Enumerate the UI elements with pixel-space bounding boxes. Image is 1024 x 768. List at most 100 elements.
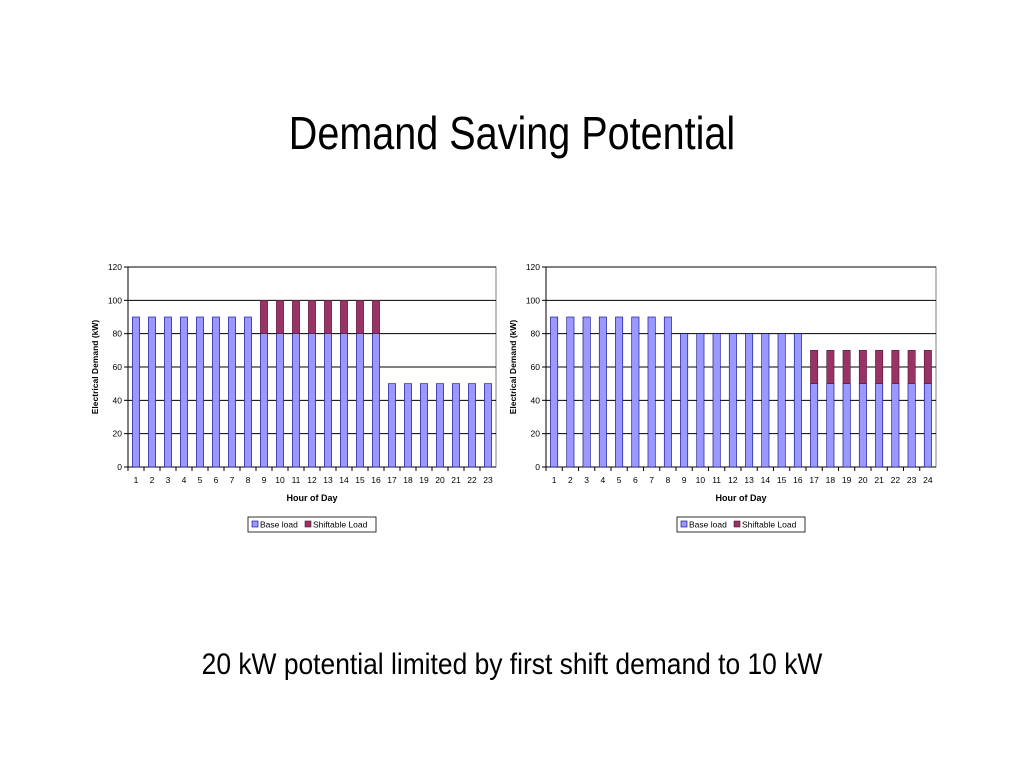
left-legend-swatch-shiftable <box>304 520 312 528</box>
left-xtick-label-6: 6 <box>214 475 219 485</box>
right-xtick-label-1: 1 <box>552 475 557 485</box>
right-xtick-label-5: 5 <box>617 475 622 485</box>
right-bar-shiftable-17 <box>810 350 819 384</box>
right-xtick-label-4: 4 <box>601 475 606 485</box>
right-legend-swatch-shiftable <box>733 520 741 528</box>
right-ytick-label-20: 20 <box>531 429 541 439</box>
right-bar-base-15 <box>777 333 786 468</box>
right-legend-label-shiftable: Shiftable Load <box>742 520 797 530</box>
left-bar-base-3 <box>164 316 172 468</box>
left-xtick-label-11: 11 <box>292 475 301 485</box>
right-bar-base-9 <box>680 333 689 468</box>
right-xtick-label-18: 18 <box>826 475 836 485</box>
left-bar-base-19 <box>420 383 428 468</box>
left-ytick-label-80: 80 <box>113 329 123 339</box>
right-bar-base-3 <box>582 316 591 468</box>
left-xtick-label-13: 13 <box>323 475 333 485</box>
left-bar-base-22 <box>468 383 476 468</box>
left-ytick-label-60: 60 <box>113 362 123 372</box>
slide-title: Demand Saving Potential <box>288 107 736 159</box>
left-xtick-label-1: 1 <box>134 475 139 485</box>
right-bar-base-6 <box>631 316 640 468</box>
right-bar-shiftable-23 <box>907 350 916 384</box>
right-bar-base-21 <box>875 383 884 468</box>
right-bar-base-11 <box>712 333 721 468</box>
left-xtick-label-15: 15 <box>355 475 365 485</box>
left-bar-base-12 <box>308 333 316 468</box>
right-ytick-label-100: 100 <box>526 295 540 305</box>
right-bar-base-22 <box>891 383 900 468</box>
right-x-axis-label: Hour of Day <box>715 493 766 503</box>
left-bar-base-18 <box>404 383 412 468</box>
right-xtick-label-7: 7 <box>649 475 654 485</box>
right-ytick-label-60: 60 <box>531 362 541 372</box>
right-xtick-label-8: 8 <box>666 475 671 485</box>
right-bar-base-14 <box>761 333 770 468</box>
right-xtick-label-2: 2 <box>568 475 573 485</box>
right-xtick-label-19: 19 <box>842 475 852 485</box>
right-xtick-label-17: 17 <box>809 475 819 485</box>
left-xtick-label-23: 23 <box>483 475 493 485</box>
left-bar-base-1 <box>132 316 140 468</box>
right-bar-base-1 <box>550 316 559 468</box>
left-bar-base-23 <box>484 383 492 468</box>
left-xtick-label-21: 21 <box>451 475 461 485</box>
right-xtick-label-15: 15 <box>777 475 787 485</box>
left-xtick-label-8: 8 <box>246 475 251 485</box>
right-bar-base-19 <box>842 383 851 468</box>
left-legend: Base load Shiftable Load <box>247 516 377 533</box>
left-ytick-label-40: 40 <box>113 395 123 405</box>
left-ytick-label-20: 20 <box>113 429 123 439</box>
left-xtick-label-9: 9 <box>262 475 267 485</box>
slide-caption: 20 kW potential limited by first shift d… <box>201 648 823 681</box>
left-legend-label-shiftable: Shiftable Load <box>313 520 368 530</box>
right-legend-swatch-base <box>680 520 688 528</box>
left-xtick-label-4: 4 <box>182 475 187 485</box>
right-bar-shiftable-24 <box>923 350 932 384</box>
left-bar-shiftable-11 <box>292 300 300 334</box>
right-xtick-label-14: 14 <box>761 475 771 485</box>
left-bar-base-21 <box>452 383 460 468</box>
right-ytick-label-40: 40 <box>531 395 541 405</box>
left-bar-base-17 <box>388 383 396 468</box>
left-bar-base-10 <box>276 333 284 468</box>
left-bar-base-9 <box>260 333 268 468</box>
right-bar-base-4 <box>598 316 607 468</box>
left-bar-shiftable-16 <box>372 300 380 334</box>
right-xtick-label-16: 16 <box>793 475 803 485</box>
right-bar-shiftable-22 <box>891 350 900 384</box>
right-xtick-label-24: 24 <box>923 475 933 485</box>
right-bar-base-24 <box>923 383 932 468</box>
left-bar-base-11 <box>292 333 300 468</box>
left-bar-shiftable-10 <box>276 300 284 334</box>
left-legend-box <box>247 516 377 533</box>
left-xtick-label-19: 19 <box>419 475 429 485</box>
left-bar-base-2 <box>148 316 156 468</box>
left-bar-base-20 <box>436 383 444 468</box>
left-bar-base-7 <box>228 316 236 468</box>
right-legend: Base load Shiftable Load <box>676 516 806 533</box>
right-xtick-label-23: 23 <box>907 475 917 485</box>
left-xtick-label-3: 3 <box>166 475 171 485</box>
right-bar-base-16 <box>793 333 802 468</box>
left-xtick-label-17: 17 <box>387 475 397 485</box>
right-xtick-label-10: 10 <box>696 475 706 485</box>
right-bar-shiftable-18 <box>826 350 835 384</box>
left-xtick-label-16: 16 <box>371 475 381 485</box>
right-xtick-label-13: 13 <box>744 475 754 485</box>
left-bar-base-6 <box>212 316 220 468</box>
left-legend-swatch-base <box>251 520 259 528</box>
left-xtick-label-14: 14 <box>339 475 349 485</box>
right-ytick-label-120: 120 <box>526 262 540 272</box>
right-bar-base-5 <box>615 316 624 468</box>
left-xtick-label-22: 22 <box>467 475 477 485</box>
right-bar-base-23 <box>907 383 916 468</box>
left-bar-base-16 <box>372 333 380 468</box>
right-xtick-label-22: 22 <box>891 475 901 485</box>
left-bar-base-14 <box>340 333 348 468</box>
right-bar-shiftable-21 <box>875 350 884 384</box>
right-xtick-label-6: 6 <box>633 475 638 485</box>
right-xtick-label-12: 12 <box>728 475 738 485</box>
